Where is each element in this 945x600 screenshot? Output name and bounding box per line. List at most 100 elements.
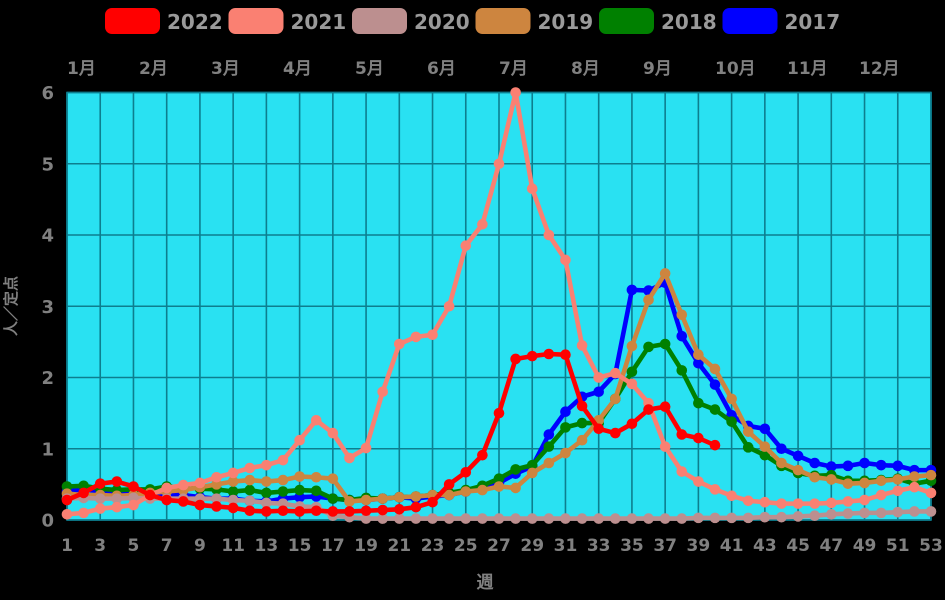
data-point-2022: [94, 478, 106, 489]
legend-swatch-2020: [352, 8, 407, 34]
data-point-2017: [809, 457, 820, 469]
week-tick-label: 53: [919, 536, 943, 556]
data-point-2018: [693, 397, 704, 409]
data-point-2020: [493, 513, 505, 524]
data-point-2021: [443, 300, 455, 312]
data-point-2019: [693, 349, 704, 361]
data-point-2022: [244, 505, 256, 517]
data-point-2022: [194, 499, 206, 511]
data-point-2019: [842, 478, 854, 489]
data-point-2018: [310, 485, 322, 497]
data-point-2022: [211, 501, 222, 512]
data-point-2021: [526, 183, 538, 194]
data-point-2020: [693, 512, 704, 524]
legend-label: 2022: [167, 10, 223, 34]
data-point-2020: [460, 513, 472, 524]
data-point-2021: [809, 498, 820, 509]
data-point-2021: [61, 509, 73, 520]
data-point-2020: [776, 511, 787, 523]
legend-item-2019: 2019: [475, 8, 594, 34]
data-point-2019: [510, 482, 521, 494]
data-point-2021: [244, 462, 256, 474]
data-point-2017: [759, 423, 771, 435]
data-point-2022: [128, 481, 139, 492]
legend-swatch-2021: [228, 8, 284, 34]
series-line-2022: [64, 351, 718, 514]
data-point-2018: [294, 484, 305, 496]
data-point-2022: [427, 496, 438, 508]
data-point-2018: [277, 486, 289, 497]
data-point-2022: [327, 506, 339, 517]
data-point-2018: [659, 338, 671, 350]
legend-label: 2019: [538, 10, 594, 34]
data-point-2020: [261, 497, 272, 509]
data-point-2019: [277, 474, 289, 486]
data-point-2018: [244, 484, 256, 496]
data-point-2017: [626, 284, 638, 296]
data-point-2019: [493, 481, 505, 492]
data-point-2022: [493, 407, 505, 419]
data-point-2020: [643, 513, 654, 524]
data-point-2022: [310, 505, 322, 517]
data-point-2017: [593, 386, 604, 398]
data-point-2022: [360, 505, 372, 517]
data-point-2017: [859, 457, 870, 469]
week-tick-label: 33: [587, 536, 611, 556]
data-point-2022: [377, 504, 388, 516]
data-point-2019: [261, 476, 272, 487]
data-point-2020: [859, 507, 870, 519]
data-point-2021: [294, 434, 305, 446]
week-tick-label: 13: [255, 536, 279, 556]
data-point-2021: [759, 496, 771, 508]
data-point-2020: [111, 493, 123, 504]
data-point-2020: [244, 495, 256, 507]
data-point-2021: [875, 489, 887, 501]
data-point-2021: [892, 485, 904, 497]
data-point-2019: [377, 493, 388, 504]
data-point-2021: [693, 476, 704, 487]
data-point-2022: [443, 479, 455, 490]
data-point-2019: [576, 434, 588, 446]
data-point-2019: [759, 441, 771, 452]
data-point-2020: [360, 513, 372, 524]
data-point-2020: [211, 493, 222, 504]
legend-swatch-2019: [475, 8, 531, 34]
data-point-2020: [909, 506, 920, 517]
data-point-2020: [94, 493, 106, 504]
week-axis: 1 3 5 7 9 11 13 15 17 19 21 23 25 27 29 31 33 35 37 39 41 43 4…: [61, 536, 943, 556]
data-point-2020: [394, 513, 405, 524]
data-point-2021: [111, 501, 123, 513]
data-point-2019: [792, 464, 804, 476]
data-point-2021: [776, 498, 787, 509]
data-point-2019: [643, 294, 654, 306]
data-point-2019: [626, 340, 638, 352]
data-point-2021: [543, 229, 555, 241]
week-tick-label: 25: [454, 536, 478, 556]
data-point-2020: [709, 512, 721, 524]
data-point-2021: [510, 87, 521, 98]
data-point-2020: [227, 494, 239, 506]
legend-swatch-2018: [599, 8, 654, 34]
data-point-2021: [94, 503, 106, 514]
data-point-2019: [327, 473, 339, 484]
data-point-2022: [626, 418, 638, 430]
data-point-2020: [410, 513, 422, 524]
data-point-2021: [792, 498, 804, 509]
week-tick-label: 51: [886, 536, 910, 556]
data-point-2022: [294, 506, 305, 517]
data-point-2019: [410, 491, 422, 502]
data-point-2022: [477, 449, 488, 461]
data-point-2019: [776, 457, 787, 469]
month-label: 6月: [427, 59, 456, 79]
value-axis: 0 1 2 3 4 5 6: [41, 83, 54, 532]
data-point-2019: [676, 309, 688, 321]
data-point-2018: [510, 464, 521, 475]
data-point-2019: [709, 363, 721, 375]
data-point-2020: [676, 513, 688, 524]
data-point-2020: [892, 506, 904, 518]
data-point-2021: [360, 442, 372, 454]
data-point-2017: [543, 429, 555, 440]
legend-item-2021: 2021: [228, 8, 346, 34]
data-point-2020: [842, 508, 854, 519]
data-point-2021: [676, 466, 688, 477]
